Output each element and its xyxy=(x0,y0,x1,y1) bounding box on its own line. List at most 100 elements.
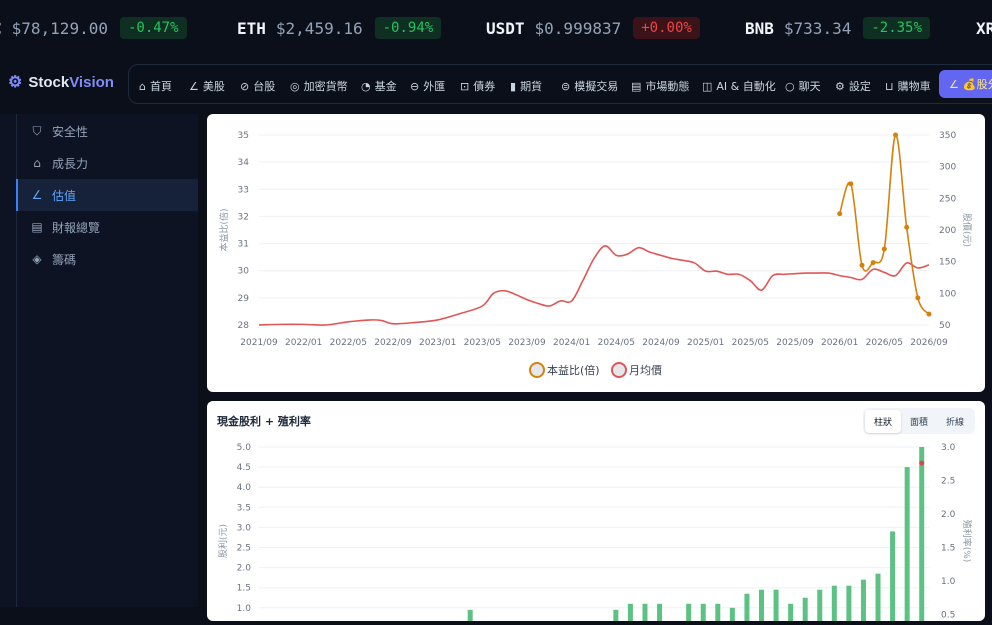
yield-marker-point xyxy=(919,460,925,466)
y-right-tick-label: 2.5 xyxy=(941,477,955,487)
dividend-bar xyxy=(467,609,473,625)
shield-icon: ⛉ xyxy=(32,123,42,138)
ticker-item-bnb[interactable]: BNB $733.34 -2.35% xyxy=(745,16,930,40)
dividend-bar xyxy=(657,603,663,625)
sidebar-item-growth[interactable]: ⌂ 成長力 xyxy=(16,147,196,179)
ticker-symbol: USDT xyxy=(486,18,525,38)
y-right-tick-label: 1.0 xyxy=(941,577,956,587)
dividend-bar xyxy=(773,589,779,625)
nav-item-label: 基金 xyxy=(374,80,397,93)
legend-marker xyxy=(529,362,545,378)
nav-item-cart[interactable]: ⊔ 購物車 xyxy=(885,78,931,94)
nav-item-forex[interactable]: ⊖ 外匯 xyxy=(410,78,445,94)
pe-data-point xyxy=(904,224,910,230)
bar-chart-icon: ▮ xyxy=(510,79,517,93)
sidebar-item-label: 安全性 xyxy=(52,124,89,139)
nav-item-ai-automation[interactable]: ◫ AI & 自動化 xyxy=(702,78,776,94)
nav-item-label: 期貨 xyxy=(520,80,543,93)
y-left-tick-label: 1.5 xyxy=(237,584,251,594)
check-circle-icon: ⊘ xyxy=(240,79,250,93)
legend-label: 月均價 xyxy=(629,363,662,377)
nav-item-us-stocks[interactable]: ∠ 美股 xyxy=(189,78,225,94)
price-ticker: C $78,129.00 -0.47% ETH $2,459.16 -0.94%… xyxy=(0,0,992,56)
analysis-icon: ∠ xyxy=(949,77,959,91)
sidebar: ⛉ 安全性 ⌂ 成長力 ∠ 估值 ▤ 財報總覽 ◈ 籌碼 xyxy=(0,114,198,607)
nav-item-label: 加密貨幣 xyxy=(303,80,348,93)
x-tick-label: 2026/01 xyxy=(821,338,858,348)
ticker-item-eth[interactable]: ETH $2,459.16 -0.94% xyxy=(237,16,442,40)
newspaper-icon: ▤ xyxy=(631,79,642,93)
nav-item-label: 美股 xyxy=(202,80,225,93)
x-tick-label: 2023/01 xyxy=(419,338,456,348)
nav-item-chat[interactable]: ○ 聊天 xyxy=(785,78,821,94)
x-tick-label: 2023/09 xyxy=(508,338,546,348)
pe-data-point xyxy=(848,181,854,187)
sidebar-item-valuation[interactable]: ∠ 估值 xyxy=(16,179,198,211)
sidebar-item-chips[interactable]: ◈ 籌碼 xyxy=(16,243,196,275)
y-left-tick-label: 4.0 xyxy=(237,483,252,493)
nav-item-label: 債券 xyxy=(473,80,496,93)
legend-label: 本益比(倍) xyxy=(547,363,600,377)
nav-item-stock-analysis[interactable]: ∠💰股分 xyxy=(939,70,992,98)
ticker-item-c[interactable]: C $78,129.00 -0.47% xyxy=(0,16,187,40)
nav-item-label: 首頁 xyxy=(149,80,172,93)
nav-item-settings[interactable]: ⚙ 設定 xyxy=(835,78,871,94)
dividend-bar xyxy=(759,589,764,625)
nav-item-funds[interactable]: ◔ 基金 xyxy=(361,78,397,94)
toggle-line[interactable]: 折線 xyxy=(945,417,964,428)
brand-name-part1: Stock xyxy=(28,73,70,91)
nav-item-label: 購物車 xyxy=(897,80,931,93)
ticker-item-usdt[interactable]: USDT $0.999837 +0.00% xyxy=(486,16,700,40)
x-tick-label: 2025/01 xyxy=(687,338,724,348)
pe-data-point xyxy=(881,246,887,252)
nav-item-crypto[interactable]: ◎ 加密貨幣 xyxy=(290,78,348,94)
toggle-bar[interactable]: 柱狀 xyxy=(864,409,901,433)
dividend-bar xyxy=(788,603,794,625)
nav-item-label: 聊天 xyxy=(798,80,821,93)
nav-item-futures[interactable]: ▮ 期貨 xyxy=(510,78,542,94)
report-icon: ▤ xyxy=(31,220,43,234)
x-tick-label: 2023/05 xyxy=(464,338,501,348)
sidebar-item-label: 財報總覽 xyxy=(52,220,101,235)
x-tick-label: 2022/01 xyxy=(285,338,322,348)
nav-item-bonds[interactable]: ⊡ 債券 xyxy=(460,78,495,94)
y-left-axis-label: 股利(元) xyxy=(217,524,229,558)
x-tick-label: 2022/05 xyxy=(330,338,367,348)
ticker-symbol: BNB xyxy=(745,18,774,38)
chart-line-icon: ∠ xyxy=(189,79,199,93)
y-left-tick-label: 32 xyxy=(238,212,249,222)
y-right-tick-label: 3.0 xyxy=(941,443,956,453)
nav-item-market-news[interactable]: ▤ 市場動態 xyxy=(631,78,689,94)
logo-icon: ⚙ xyxy=(8,74,23,91)
sidebar-item-financial-report[interactable]: ▤ 財報總覽 xyxy=(16,211,196,243)
y-left-tick-label: 35 xyxy=(238,131,249,141)
dividend-bar xyxy=(904,467,910,625)
y-left-tick-label: 33 xyxy=(238,185,249,195)
y-left-tick-label: 2.0 xyxy=(237,564,252,574)
sidebar-item-safety[interactable]: ⛉ 安全性 xyxy=(16,115,196,147)
toggle-area[interactable]: 面積 xyxy=(909,417,928,428)
ticker-change: +0.00% xyxy=(633,17,700,39)
pe-chart-card: 35 34 33 32 31 30 29 28 350 300 250 200 150 100 50 2021… xyxy=(207,114,985,392)
dividend-bar xyxy=(642,603,648,625)
gear-icon: ⚙ xyxy=(835,79,845,93)
y-left-tick-label: 28 xyxy=(238,321,250,331)
y-left-tick-label: 30 xyxy=(238,267,250,277)
home-icon: ⌂ xyxy=(139,79,146,93)
nav-item-tw-stocks[interactable]: ⊘ 台股 xyxy=(240,78,275,94)
y-left-tick-label: 4.5 xyxy=(237,463,251,473)
sidebar-item-label: 成長力 xyxy=(52,156,89,171)
brand-logo[interactable]: ⚙ Stock Vision xyxy=(8,72,114,92)
ticker-change: -0.47% xyxy=(119,17,187,39)
y-right-tick-label: 150 xyxy=(939,258,956,268)
nav-item-home[interactable]: ⌂ 首頁 xyxy=(139,78,172,94)
y-right-tick-label: 250 xyxy=(939,194,956,204)
dividend-bar xyxy=(846,585,852,625)
y-right-tick-label: 100 xyxy=(939,289,956,299)
y-left-axis-label: 本益比(倍) xyxy=(218,208,230,251)
ticker-item-xr[interactable]: XR xyxy=(976,16,992,40)
series-line-pe-ratio xyxy=(838,134,930,315)
nav-item-sim-trading[interactable]: ⊜ 模擬交易 xyxy=(561,78,618,94)
pe-data-point xyxy=(859,262,865,268)
dividend-bar xyxy=(802,597,808,625)
